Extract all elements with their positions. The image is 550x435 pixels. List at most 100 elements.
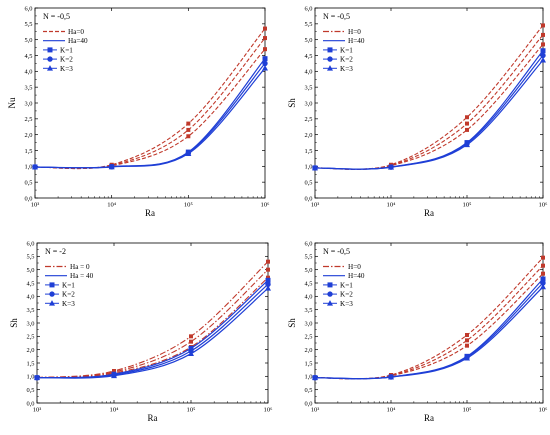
- plot-frame: [34, 7, 266, 199]
- y-tick-label: 1,5: [305, 148, 313, 155]
- legend: H=0H=40K=1 K=2K=3: [323, 28, 365, 73]
- x-tick-label: 10⁴: [110, 407, 120, 414]
- legend-label: Ha = 40: [70, 272, 94, 280]
- data-point: [262, 64, 268, 71]
- y-tick-label: 3,0: [25, 100, 33, 107]
- legend-label: Ha=40: [68, 37, 88, 45]
- y-tick-label: 2,5: [305, 334, 313, 341]
- y-tick-label: 3,5: [27, 307, 35, 314]
- data-point: [541, 32, 545, 37]
- y-tick-label: 0,0: [27, 400, 35, 407]
- legend-label: K=1: [340, 46, 353, 54]
- data-point: [265, 285, 271, 291]
- y-tick-label: 2,0: [305, 347, 313, 354]
- data-point: [541, 23, 545, 28]
- legend-marker: [327, 300, 333, 306]
- data-point: [465, 338, 469, 343]
- y-tick-label: 3,5: [305, 84, 313, 91]
- legend-marker: [49, 291, 55, 297]
- y-axis-label: Sh: [287, 98, 297, 108]
- legend-marker: [47, 56, 53, 62]
- y-tick-label: 3,0: [27, 320, 35, 327]
- data-point: [541, 271, 545, 276]
- data-point: [540, 276, 546, 282]
- series-6: [32, 64, 268, 170]
- y-axis-label: Nu: [7, 97, 17, 108]
- data-point: [262, 56, 268, 62]
- legend-label: K=3: [60, 65, 73, 73]
- x-tick-label: 10³: [31, 202, 40, 209]
- y-axis-label: Sh: [287, 318, 297, 328]
- legend-label: K=2: [340, 291, 353, 299]
- series-line: [34, 67, 266, 169]
- data-point: [540, 52, 546, 59]
- legend-label: K=2: [62, 291, 75, 299]
- y-tick-label: 5,0: [305, 267, 313, 274]
- y-tick-label: 4,0: [305, 294, 313, 301]
- y-tick-label: 2,0: [25, 132, 33, 139]
- y-tick-label: 4,5: [27, 280, 35, 287]
- y-axis-label: Sh: [9, 318, 19, 328]
- y-tick-label: 0,0: [305, 195, 313, 202]
- panel-annotation: N = -0,5: [323, 247, 350, 256]
- panel-annotation: N = -0,5: [43, 12, 70, 21]
- data-point: [188, 350, 194, 356]
- y-tick-label: 2,0: [305, 132, 313, 139]
- y-tick-label: 1,0: [305, 374, 313, 381]
- legend-marker: [327, 282, 333, 288]
- y-tick-label: 0,0: [305, 400, 313, 407]
- series-line: [314, 286, 544, 380]
- y-tick-label: 1,5: [25, 148, 33, 155]
- data-point: [111, 372, 117, 379]
- y-tick-label: 3,0: [305, 100, 313, 107]
- legend-marker: [327, 56, 333, 62]
- y-tick-label: 6,0: [305, 240, 313, 247]
- data-point: [541, 42, 545, 47]
- data-point: [388, 164, 394, 170]
- legend: H=0H=40K=1 K=2K=3: [323, 263, 365, 308]
- data-point: [262, 60, 268, 67]
- data-point: [464, 141, 470, 148]
- legend-label: H=40: [348, 37, 365, 45]
- panel-annotation: N = -0,5: [323, 12, 350, 21]
- legend-marker: [327, 65, 333, 71]
- data-point: [186, 121, 191, 126]
- x-tick-label: 10³: [33, 407, 42, 414]
- series-line: [34, 28, 266, 170]
- legend-marker: [47, 65, 53, 71]
- series-6: [312, 283, 546, 380]
- y-tick-label: 2,5: [27, 334, 35, 341]
- data-point: [540, 48, 546, 54]
- y-tick-label: 1,0: [27, 374, 35, 381]
- legend: Ha=0Ha=40K=1 K=2K=3: [43, 28, 88, 73]
- legend-label: K=3: [62, 300, 75, 308]
- y-tick-label: 5,5: [305, 21, 313, 28]
- y-tick-label: 5,5: [305, 254, 313, 261]
- x-axis-label: Ra: [145, 208, 155, 218]
- y-tick-label: 1,5: [27, 360, 35, 367]
- x-tick-label: 10⁵: [184, 202, 193, 209]
- data-point: [263, 47, 267, 52]
- y-tick-label: 5,0: [27, 267, 35, 274]
- legend-label: K=2: [340, 56, 353, 64]
- data-point: [266, 267, 270, 272]
- data-point: [266, 275, 270, 280]
- data-point: [186, 134, 191, 139]
- data-point: [388, 373, 394, 380]
- data-point: [263, 26, 267, 31]
- x-tick-label: 10³: [311, 202, 320, 209]
- x-tick-label: 10⁴: [387, 202, 397, 209]
- y-tick-label: 4,0: [27, 294, 35, 301]
- y-tick-label: 6,0: [27, 240, 35, 247]
- legend-label: K=1: [60, 46, 73, 54]
- data-point: [265, 277, 271, 283]
- legend-label: K=3: [340, 65, 353, 73]
- data-point: [263, 36, 267, 41]
- data-point: [465, 343, 469, 348]
- y-tick-label: 3,5: [25, 84, 33, 91]
- data-point: [108, 163, 115, 170]
- data-point: [541, 263, 545, 268]
- x-tick-label: 10³: [311, 407, 320, 414]
- data-point: [189, 334, 193, 339]
